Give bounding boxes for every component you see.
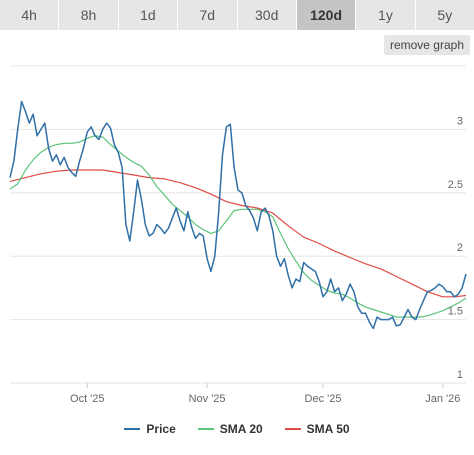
x-tick-label: Dec '25 — [305, 393, 342, 405]
y-tick-label: 3 — [457, 115, 463, 127]
timeframe-tabs: 4h 8h 1d 7d 30d 120d 1y 5y — [0, 0, 474, 30]
x-tick-label: Nov '25 — [189, 393, 226, 405]
tab-1d[interactable]: 1d — [118, 0, 179, 30]
legend-swatch-price — [124, 428, 141, 430]
tab-30d[interactable]: 30d — [237, 0, 297, 30]
legend-swatch-sma50 — [284, 428, 301, 430]
tab-7d[interactable]: 7d — [178, 0, 238, 30]
y-tick-label: 1.5 — [448, 306, 463, 318]
x-tick-label: Oct '25 — [70, 393, 105, 405]
series-line-price — [9, 100, 467, 330]
tab-4h[interactable]: 4h — [0, 0, 60, 30]
chart-series — [9, 100, 467, 330]
legend-item-price[interactable]: Price — [124, 422, 176, 436]
y-tick-label: 2 — [457, 242, 463, 254]
chart-grid — [10, 65, 466, 384]
tab-8h[interactable]: 8h — [59, 0, 119, 30]
y-axis-ticks: 1 1.5 2 2.5 3 — [448, 115, 463, 381]
remove-graph-button[interactable]: remove graph — [383, 35, 470, 55]
y-tick-label: 2.5 — [448, 179, 463, 191]
legend-label-sma20: SMA 20 — [219, 422, 263, 436]
x-axis-ticks: Oct '25 Nov '25 Dec '25 Jan '26 — [70, 383, 460, 405]
legend-label-sma50: SMA 50 — [306, 422, 350, 436]
tab-1y[interactable]: 1y — [356, 0, 416, 30]
chart-legend: Price SMA 20 SMA 50 — [0, 418, 474, 440]
tab-5y[interactable]: 5y — [415, 0, 474, 30]
legend-swatch-sma20 — [197, 428, 214, 430]
y-tick-label: 1 — [457, 369, 463, 381]
price-chart: 1 1.5 2 2.5 3 Oct '25 Nov '25 Dec '25 Jan '26 — [9, 65, 467, 405]
legend-item-sma50[interactable]: SMA 50 — [284, 422, 350, 436]
x-tick-label: Jan '26 — [425, 393, 460, 405]
legend-label-price: Price — [146, 422, 176, 436]
legend-item-sma20[interactable]: SMA 20 — [197, 422, 263, 436]
tab-120d[interactable]: 120d — [296, 0, 357, 30]
series-line-sma50 — [9, 169, 467, 298]
